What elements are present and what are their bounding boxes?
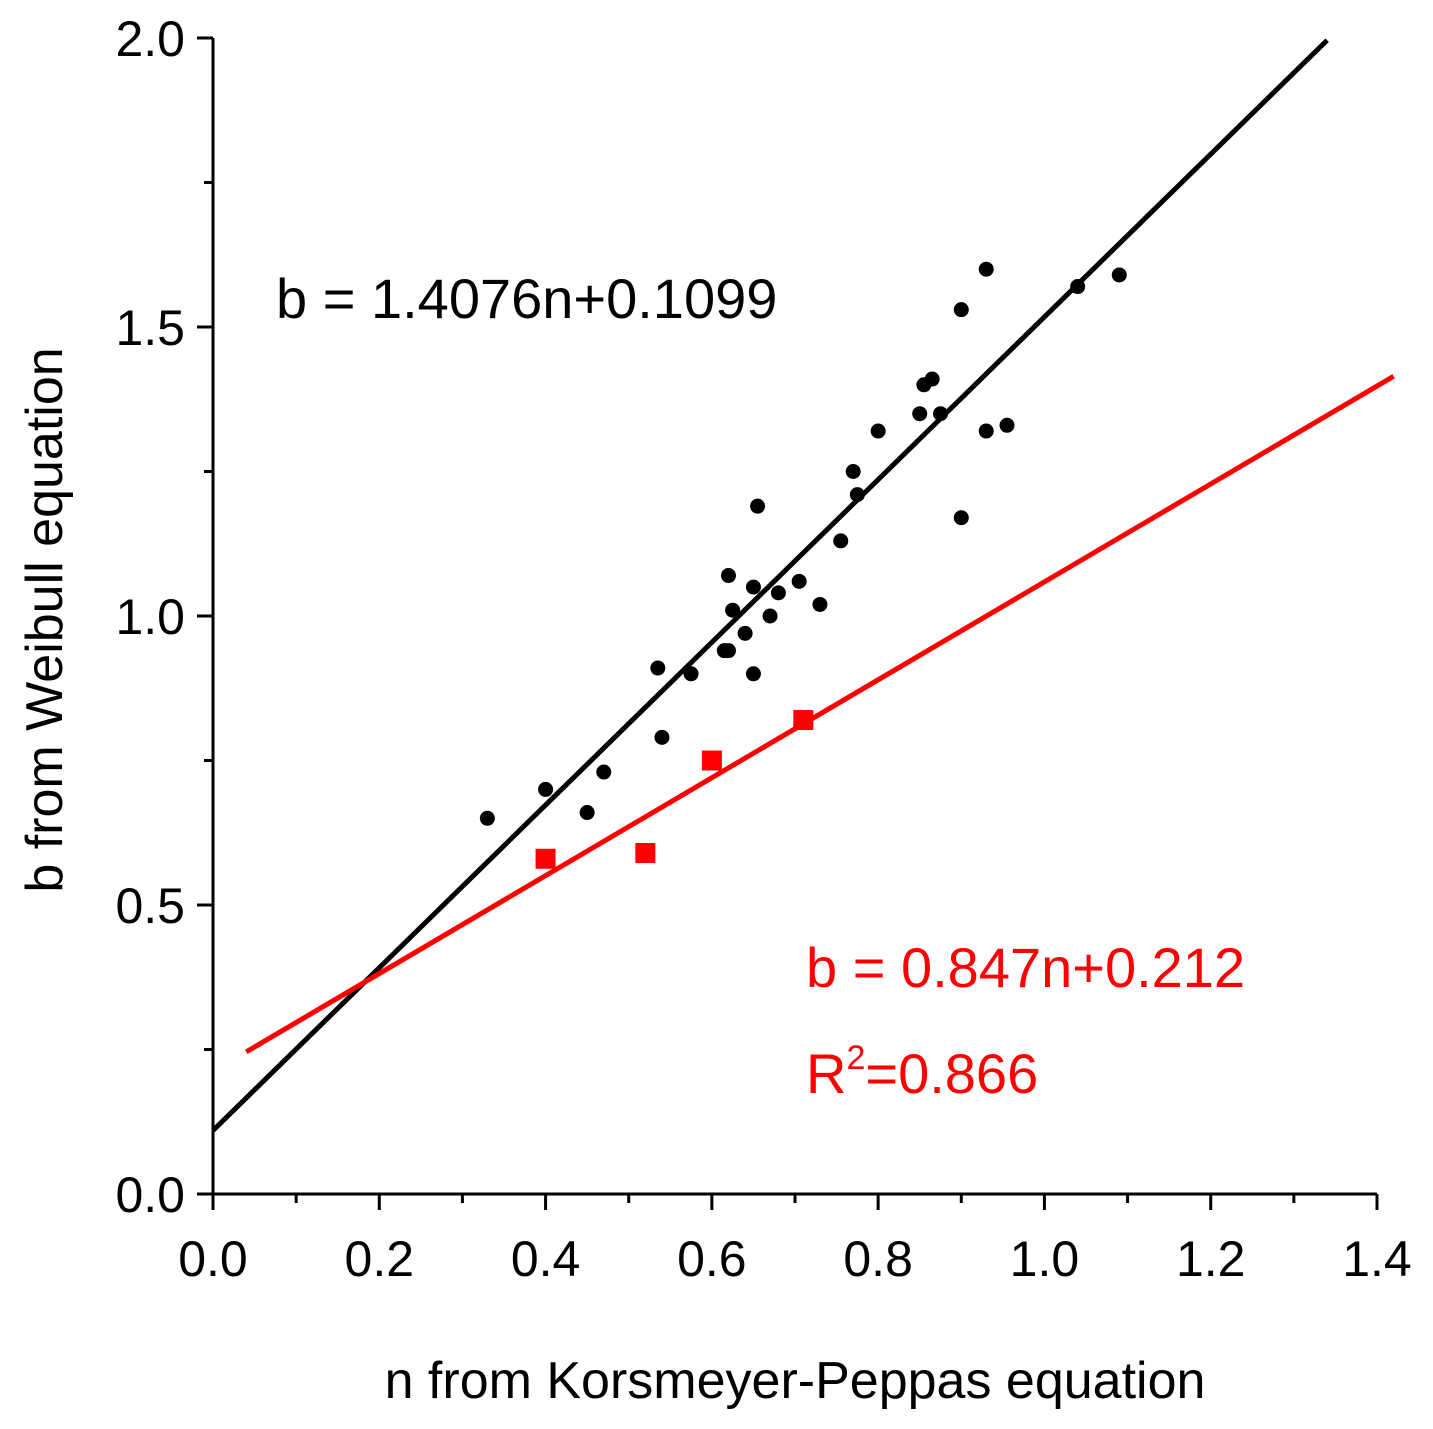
black-circle-point bbox=[538, 781, 554, 797]
data-points bbox=[479, 261, 1127, 869]
red-square-point bbox=[535, 848, 556, 869]
black-circle-point bbox=[479, 810, 495, 826]
black-circle-point bbox=[579, 805, 595, 821]
black-circle-point bbox=[750, 498, 766, 514]
x-tick-label: 0.4 bbox=[511, 1231, 581, 1287]
black-circle-point bbox=[999, 417, 1015, 433]
red-fit-equation: b = 0.847n+0.212 bbox=[806, 936, 1245, 999]
red-fit-line bbox=[244, 374, 1395, 1055]
black-circle-point bbox=[870, 423, 886, 439]
y-tick-label: 0.0 bbox=[115, 1167, 185, 1223]
black-circle-point bbox=[953, 302, 969, 318]
black-circle-point bbox=[933, 406, 948, 422]
black-circle-point bbox=[978, 261, 994, 277]
black-circle-point bbox=[849, 487, 865, 503]
black-circle-point bbox=[924, 371, 940, 387]
axes bbox=[211, 38, 1377, 1196]
x-tick-label: 1.4 bbox=[1342, 1231, 1412, 1287]
fit-lines bbox=[211, 38, 1395, 1133]
black-circle-point bbox=[683, 666, 699, 682]
x-axis-title: n from Korsmeyer-Peppas equation bbox=[385, 1352, 1206, 1410]
black-circle-point bbox=[953, 510, 969, 526]
black-circle-point bbox=[762, 608, 778, 624]
x-tick-label: 0.8 bbox=[843, 1231, 913, 1287]
black-circle-point bbox=[720, 643, 736, 659]
black-circle-point bbox=[1111, 267, 1127, 283]
y-tick-label: 2.0 bbox=[115, 11, 185, 67]
black-circle-point bbox=[720, 568, 736, 584]
black-circle-point bbox=[654, 729, 670, 745]
black-circle-point bbox=[812, 596, 828, 612]
x-tick-label: 1.0 bbox=[1010, 1231, 1080, 1287]
red-square-point bbox=[701, 750, 722, 771]
black-fit-equation: b = 1.4076n+0.1099 bbox=[276, 267, 777, 330]
black-circle-point bbox=[833, 533, 849, 549]
red-square-point bbox=[793, 710, 814, 731]
black-circle-point bbox=[596, 764, 612, 780]
black-circle-point bbox=[650, 660, 666, 676]
x-tick-label: 1.2 bbox=[1176, 1231, 1246, 1287]
x-tick-label: 0.6 bbox=[677, 1231, 747, 1287]
red-r-squared: R2=0.866 bbox=[806, 1039, 1038, 1105]
black-circle-point bbox=[737, 625, 753, 641]
y-tick-label: 0.5 bbox=[115, 878, 185, 934]
tick-labels: 0.0 0.2 0.4 0.6 0.8 1.0 1.2 1.4 0.0 0.5 1.0 1.5 2.0 bbox=[115, 11, 1411, 1287]
y-axis-title: b from Weibull equation bbox=[16, 347, 74, 892]
r-squared-letter: R bbox=[806, 1042, 846, 1105]
black-circle-point bbox=[745, 666, 761, 682]
x-tick-label: 0.0 bbox=[178, 1231, 248, 1287]
black-circle-point bbox=[725, 602, 741, 618]
red-square-point bbox=[635, 842, 656, 863]
x-tick-label: 0.2 bbox=[345, 1231, 415, 1287]
black-circle-point bbox=[912, 406, 928, 422]
black-circle-point bbox=[1070, 279, 1086, 295]
black-circle-point bbox=[978, 423, 994, 439]
tick-marks bbox=[197, 36, 1379, 1210]
y-tick-label: 1.0 bbox=[115, 589, 185, 645]
black-circle-point bbox=[770, 585, 786, 601]
black-circle-point bbox=[791, 573, 807, 589]
black-circle-point bbox=[845, 464, 861, 479]
y-tick-label: 1.5 bbox=[115, 300, 185, 356]
black-fit-line bbox=[211, 38, 1329, 1133]
r-squared-superscript: 2 bbox=[846, 1039, 865, 1077]
black-circle-point bbox=[745, 579, 761, 595]
r-squared-value: =0.866 bbox=[865, 1042, 1038, 1105]
